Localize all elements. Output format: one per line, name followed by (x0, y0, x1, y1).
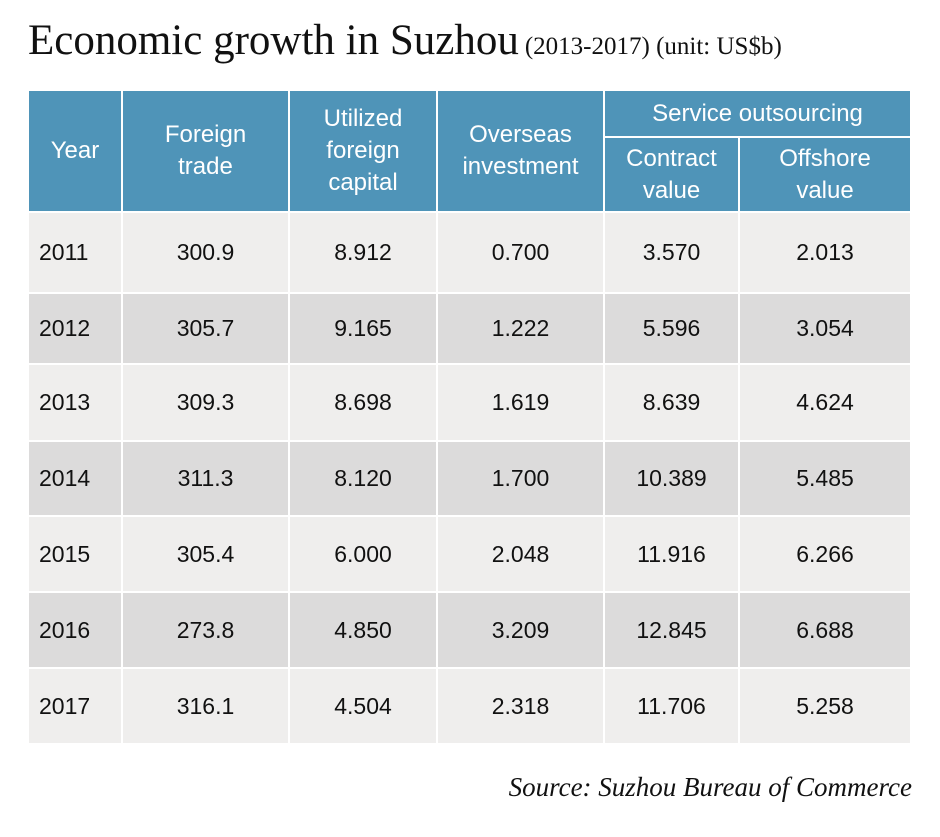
cell-offshore-value: 6.266 (738, 515, 912, 593)
cell-utilized-foreign-capital: 6.000 (288, 515, 438, 593)
cell-utilized-foreign-capital: 8.120 (288, 440, 438, 517)
cell-offshore-value: 5.258 (738, 667, 912, 745)
table-row: 2012 305.7 9.165 1.222 5.596 3.054 (27, 292, 912, 365)
cell-overseas-investment: 0.700 (436, 211, 605, 294)
cell-offshore-value: 4.624 (738, 363, 912, 442)
cell-overseas-investment: 1.222 (436, 292, 605, 365)
cell-overseas-investment: 1.700 (436, 440, 605, 517)
cell-foreign-trade: 300.9 (121, 211, 290, 294)
cell-utilized-foreign-capital: 8.698 (288, 363, 438, 442)
cell-overseas-investment: 2.048 (436, 515, 605, 593)
cell-contract-value: 5.596 (603, 292, 740, 365)
header-utilized-foreign-capital: Utilized foreign capital (288, 89, 438, 213)
cell-year: 2013 (27, 363, 123, 442)
cell-contract-value: 3.570 (603, 211, 740, 294)
cell-offshore-value: 2.013 (738, 211, 912, 294)
cell-year: 2015 (27, 515, 123, 593)
cell-offshore-value: 6.688 (738, 591, 912, 669)
cell-year: 2014 (27, 440, 123, 517)
cell-year: 2011 (27, 211, 123, 294)
table-row: 2013 309.3 8.698 1.619 8.639 4.624 (27, 363, 912, 442)
header-service-outsourcing: Service outsourcing (603, 89, 912, 138)
table-row: 2016 273.8 4.850 3.209 12.845 6.688 (27, 591, 912, 669)
cell-contract-value: 11.706 (603, 667, 740, 745)
cell-contract-value: 8.639 (603, 363, 740, 442)
cell-utilized-foreign-capital: 8.912 (288, 211, 438, 294)
cell-utilized-foreign-capital: 4.504 (288, 667, 438, 745)
cell-foreign-trade: 305.4 (121, 515, 290, 593)
cell-contract-value: 11.916 (603, 515, 740, 593)
header-contract-value: Contract value (603, 136, 740, 213)
chart-title: Economic growth in Suzhou (2013-2017) (un… (28, 16, 782, 65)
header-offshore-value: Offshore value (738, 136, 912, 213)
source-note: Source: Suzhou Bureau of Commerce (508, 772, 912, 802)
cell-offshore-value: 3.054 (738, 292, 912, 365)
cell-year: 2016 (27, 591, 123, 669)
cell-foreign-trade: 273.8 (121, 591, 290, 669)
cell-foreign-trade: 316.1 (121, 667, 290, 745)
header-year: Year (27, 89, 123, 213)
table-row: 2011 300.9 8.912 0.700 3.570 2.013 (27, 211, 912, 294)
data-table: Year Foreign trade Utilized foreign capi… (27, 89, 912, 745)
cell-overseas-investment: 2.318 (436, 667, 605, 745)
cell-foreign-trade: 305.7 (121, 292, 290, 365)
cell-contract-value: 10.389 (603, 440, 740, 517)
cell-overseas-investment: 3.209 (436, 591, 605, 669)
header-overseas-investment: Overseas investment (436, 89, 605, 213)
cell-contract-value: 12.845 (603, 591, 740, 669)
header-foreign-trade: Foreign trade (121, 89, 290, 213)
cell-year: 2017 (27, 667, 123, 745)
title-main: Economic growth in Suzhou (28, 17, 519, 64)
cell-overseas-investment: 1.619 (436, 363, 605, 442)
table-row: 2014 311.3 8.120 1.700 10.389 5.485 (27, 440, 912, 517)
cell-foreign-trade: 311.3 (121, 440, 290, 517)
cell-utilized-foreign-capital: 9.165 (288, 292, 438, 365)
table-row: 2017 316.1 4.504 2.318 11.706 5.258 (27, 667, 912, 745)
cell-foreign-trade: 309.3 (121, 363, 290, 442)
cell-utilized-foreign-capital: 4.850 (288, 591, 438, 669)
table-row: 2015 305.4 6.000 2.048 11.916 6.266 (27, 515, 912, 593)
cell-offshore-value: 5.485 (738, 440, 912, 517)
cell-year: 2012 (27, 292, 123, 365)
title-subtitle: (2013-2017) (unit: US$b) (524, 33, 782, 60)
